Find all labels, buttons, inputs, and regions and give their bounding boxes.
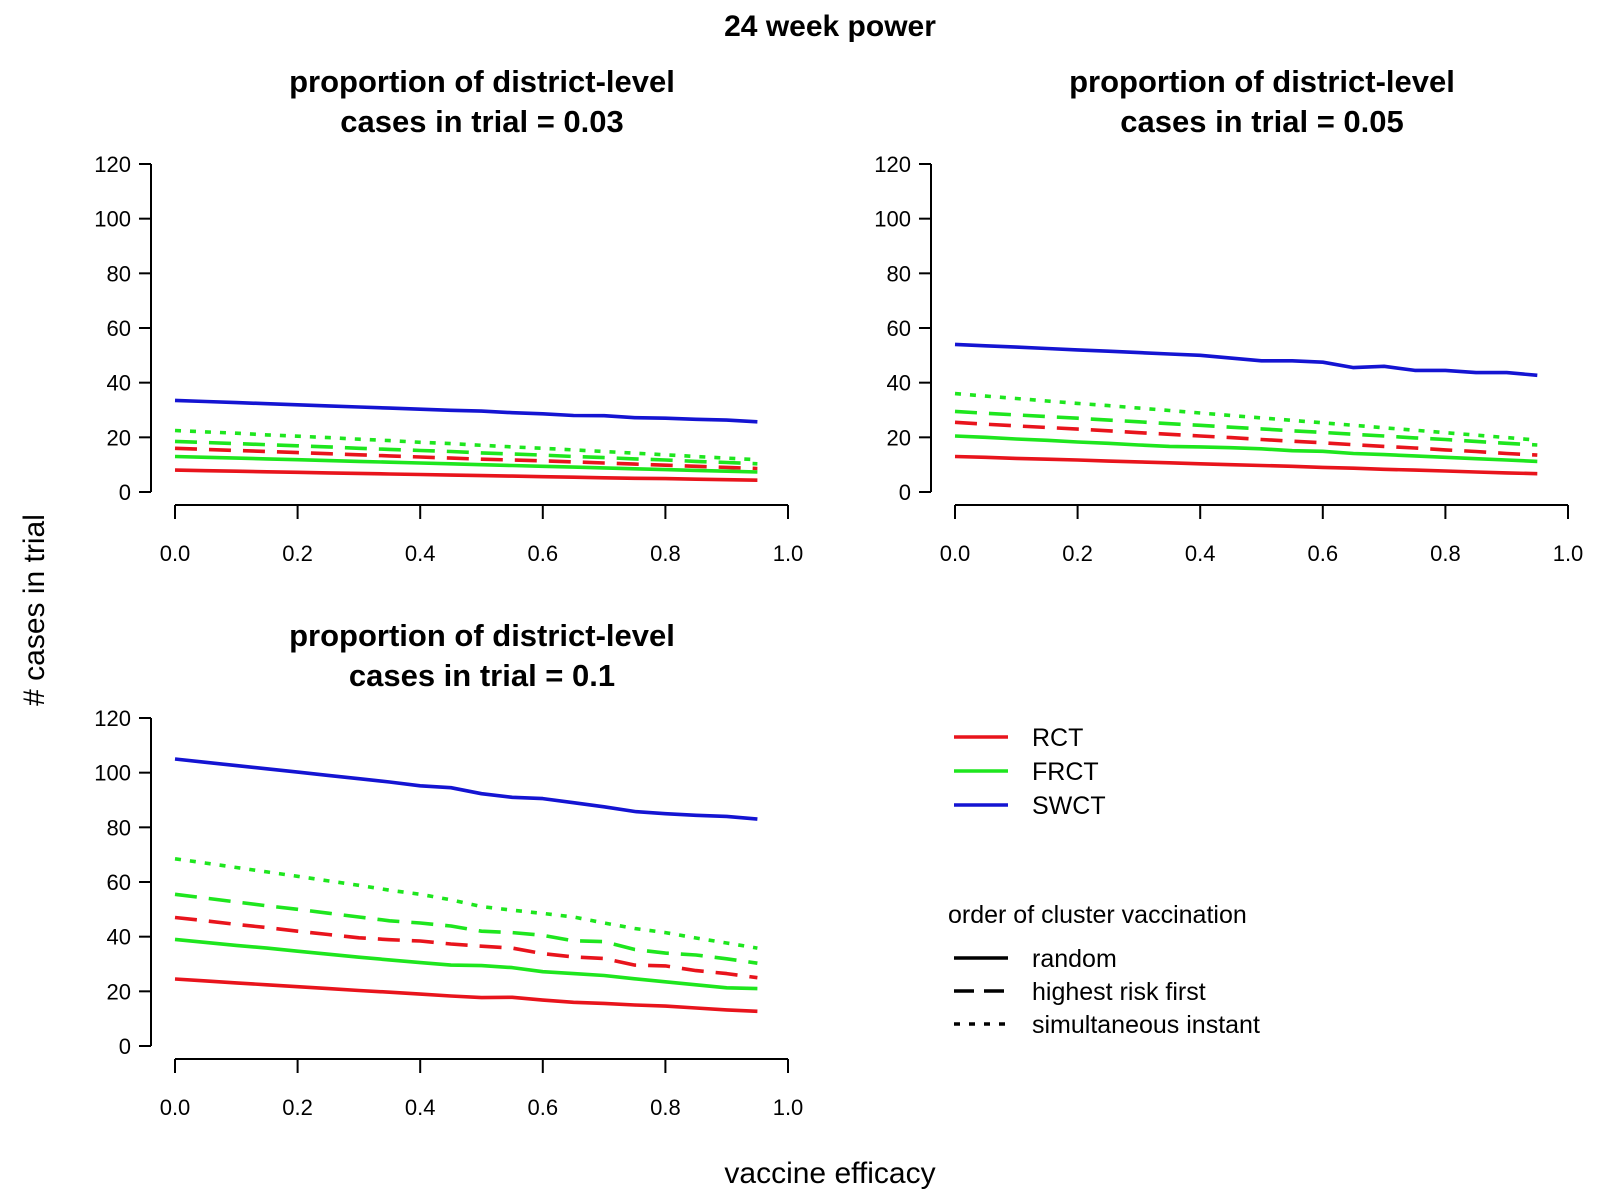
panel-3-y-tick-label-5: 100 bbox=[94, 761, 131, 786]
panel-1-x-tick-label-0: 0.0 bbox=[160, 541, 191, 566]
panel-1-title-line-1: proportion of district-level bbox=[289, 64, 675, 99]
panel-2-series-frct-highest-risk-first bbox=[954, 409, 1538, 447]
panel-1-series-swct-random bbox=[174, 398, 758, 424]
panel-1-x-tick-label-4: 0.8 bbox=[650, 541, 681, 566]
panel-2-y-tick-label-1: 20 bbox=[887, 425, 911, 450]
panel-3-x-tick-label-5: 1.0 bbox=[773, 1095, 804, 1120]
legend-order-label-dotted: simultaneous instant bbox=[1032, 1011, 1260, 1039]
panel-3-x-tick-label-3: 0.6 bbox=[528, 1095, 559, 1120]
panel-2-series-frct-random bbox=[954, 434, 1538, 464]
panel-1-y-tick-label-2: 40 bbox=[107, 371, 131, 396]
panel-3-x-tick-label-1: 0.2 bbox=[282, 1095, 313, 1120]
panel-2-x-tick-label-1: 0.2 bbox=[1062, 541, 1093, 566]
panel-3-y-tick-label-2: 40 bbox=[107, 925, 131, 950]
panel-1-series-rct-random bbox=[174, 468, 758, 482]
panel-3-x-tick-label-4: 0.8 bbox=[650, 1095, 681, 1120]
y-axis-label: # cases in trial bbox=[18, 514, 51, 706]
panel-2-y-tick-label-0: 0 bbox=[899, 480, 911, 505]
panel-3-y-tick-label-0: 0 bbox=[119, 1034, 131, 1059]
panel-1-series-frct-random bbox=[174, 454, 758, 474]
panel-2-title-line-1: proportion of district-level bbox=[1069, 64, 1455, 99]
panel-3: proportion of district-level cases in tri… bbox=[94, 618, 803, 1120]
panel-3-x-tick-label-2: 0.4 bbox=[405, 1095, 436, 1120]
x-axis-label: vaccine efficacy bbox=[724, 1157, 935, 1190]
panel-3-series-rct-random bbox=[174, 977, 758, 1014]
panels: proportion of district-level cases in tri… bbox=[94, 64, 1583, 1120]
panel-2-x-tick-label-2: 0.4 bbox=[1185, 541, 1216, 566]
panel-2-x-tick-label-3: 0.6 bbox=[1308, 541, 1339, 566]
panel-2-y-tick-label-5: 100 bbox=[874, 207, 911, 232]
legend-label-rct: RCT bbox=[1032, 724, 1083, 752]
legend-order-label-dashed: highest risk first bbox=[1032, 978, 1206, 1006]
legend-label-frct: FRCT bbox=[1032, 758, 1099, 786]
legend: RCT FRCT SWCT order of cluster vaccination r… bbox=[948, 724, 1260, 1039]
panel-2-title-line-2: cases in trial = 0.05 bbox=[1120, 104, 1404, 139]
panel-1-series-rct-highest-risk-first bbox=[174, 446, 758, 471]
panel-1-x-tick-label-1: 0.2 bbox=[282, 541, 313, 566]
panel-1-x-tick-label-3: 0.6 bbox=[528, 541, 559, 566]
panel-3-series-rct-highest-risk-first bbox=[174, 915, 758, 980]
panel-3-x-tick-label-0: 0.0 bbox=[160, 1095, 191, 1120]
panel-1-y-tick-label-3: 60 bbox=[107, 316, 131, 341]
panel-1-x-tick-label-2: 0.4 bbox=[405, 541, 436, 566]
panel-2-series-swct-random bbox=[954, 342, 1538, 378]
panel-1-y-tick-label-0: 0 bbox=[119, 480, 131, 505]
panel-1-y-tick-label-4: 80 bbox=[107, 261, 131, 286]
panel-2-x-tick-label-0: 0.0 bbox=[940, 541, 971, 566]
panel-1-series-frct-highest-risk-first bbox=[174, 439, 758, 466]
panel-3-title-line-2: cases in trial = 0.1 bbox=[349, 658, 615, 693]
panel-1-y-tick-label-1: 20 bbox=[107, 425, 131, 450]
panel-2-y-tick-label-4: 80 bbox=[887, 261, 911, 286]
panel-2-x-tick-label-4: 0.8 bbox=[1430, 541, 1461, 566]
panel-2-series-rct-random bbox=[954, 454, 1538, 476]
panel-1-y-tick-label-6: 120 bbox=[94, 152, 131, 177]
legend-order-title: order of cluster vaccination bbox=[948, 901, 1247, 929]
panel-3-series-frct-highest-risk-first bbox=[174, 892, 758, 965]
panel-1-series-frct-simultaneous-instant bbox=[174, 428, 758, 462]
legend-order-label-solid: random bbox=[1032, 945, 1117, 973]
panel-3-y-tick-label-6: 120 bbox=[94, 706, 131, 731]
panel-2: proportion of district-level cases in tri… bbox=[874, 64, 1583, 566]
panel-3-y-tick-label-1: 20 bbox=[107, 979, 131, 1004]
panel-3-y-tick-label-4: 80 bbox=[107, 815, 131, 840]
panel-1-y-tick-label-5: 100 bbox=[94, 207, 131, 232]
panel-1: proportion of district-level cases in tri… bbox=[94, 64, 803, 566]
panel-3-series-swct-random bbox=[174, 757, 758, 821]
legend-label-swct: SWCT bbox=[1032, 792, 1106, 820]
panel-3-title-line-1: proportion of district-level bbox=[289, 618, 675, 653]
panel-1-x-tick-label-5: 1.0 bbox=[773, 541, 804, 566]
figure-title: 24 week power bbox=[724, 10, 936, 43]
panel-2-x-tick-label-5: 1.0 bbox=[1553, 541, 1584, 566]
panel-3-y-tick-label-3: 60 bbox=[107, 870, 131, 895]
panel-1-title-line-2: cases in trial = 0.03 bbox=[340, 104, 624, 139]
panel-2-series-rct-highest-risk-first bbox=[954, 420, 1538, 457]
panel-3-series-frct-random bbox=[174, 937, 758, 991]
panel-2-y-tick-label-3: 60 bbox=[887, 316, 911, 341]
panel-2-y-tick-label-6: 120 bbox=[874, 152, 911, 177]
panel-2-y-tick-label-2: 40 bbox=[887, 371, 911, 396]
